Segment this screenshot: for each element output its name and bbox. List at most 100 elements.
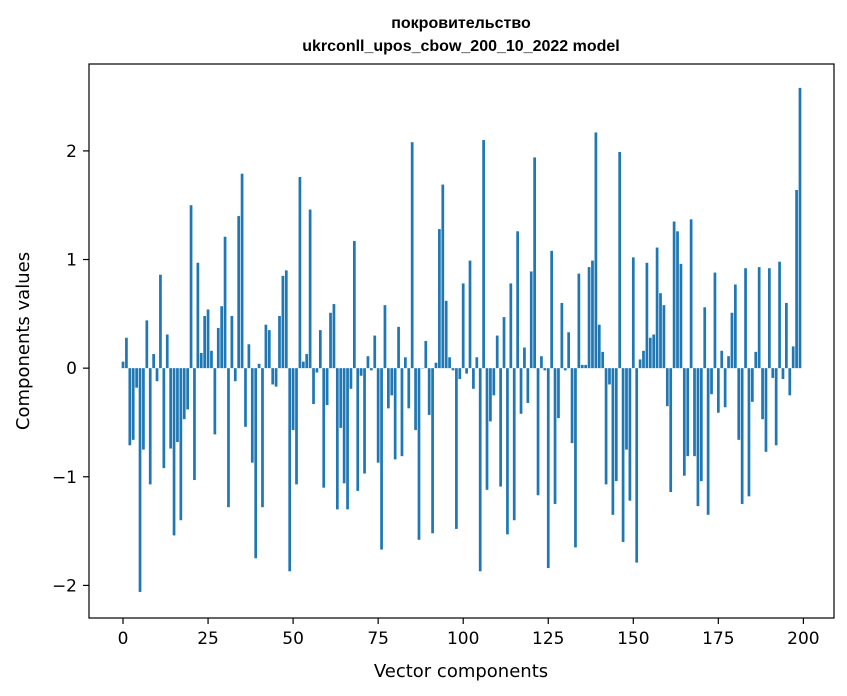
bar-118 <box>523 347 526 369</box>
bar-35 <box>240 173 244 369</box>
chart-subtitle: ukrconll_upos_cbow_200_10_2022 model <box>302 38 619 55</box>
bar-36 <box>244 368 247 427</box>
bar-106 <box>482 140 485 369</box>
bar-167 <box>689 219 693 369</box>
bar-39 <box>254 368 258 559</box>
bar-10 <box>155 368 159 382</box>
bar-63 <box>335 368 339 510</box>
bar-46 <box>278 316 281 369</box>
bar-132 <box>570 368 574 444</box>
bar-130 <box>563 368 567 371</box>
bar-7 <box>145 320 149 369</box>
bar-83 <box>404 357 407 369</box>
bar-57 <box>315 368 319 373</box>
bar-135 <box>580 364 584 369</box>
bar-96 <box>448 357 451 369</box>
y-axis: −2 −1 0 1 2 <box>52 142 89 596</box>
bar-187 <box>757 267 761 369</box>
bar-2 <box>128 368 132 446</box>
bar-188 <box>761 368 764 420</box>
bar-23 <box>199 352 203 369</box>
bar-52 <box>298 176 302 369</box>
bar-184 <box>747 368 751 497</box>
bar-148 <box>625 368 628 450</box>
y-tick-label: 1 <box>66 251 77 271</box>
bar-176 <box>720 350 724 369</box>
bar-6 <box>142 368 145 450</box>
bar-109 <box>492 368 496 396</box>
bar-127 <box>553 368 557 504</box>
bar-117 <box>519 368 523 414</box>
x-axis: 0 25 50 75 100 125 150 175 200 <box>118 618 820 649</box>
bar-11 <box>159 274 162 369</box>
bar-15 <box>172 368 176 536</box>
x-tick-label: 150 <box>617 629 649 649</box>
bar-191 <box>771 368 775 378</box>
bar-68 <box>352 241 356 369</box>
bar-153 <box>642 350 645 369</box>
bar-163 <box>676 231 679 369</box>
bar-19 <box>186 368 190 410</box>
bar-125 <box>546 368 550 569</box>
bar-136 <box>584 364 588 369</box>
bar-61 <box>329 312 332 369</box>
bar-58 <box>318 330 322 369</box>
bar-72 <box>366 356 370 369</box>
bar-38 <box>250 368 254 463</box>
x-axis-label: Vector components <box>374 661 548 682</box>
bar-146 <box>618 151 622 369</box>
bar-107 <box>485 368 489 490</box>
bar-199 <box>798 87 802 369</box>
bar-122 <box>536 368 540 496</box>
bar-49 <box>288 368 292 572</box>
bar-77 <box>383 305 387 369</box>
bar-166 <box>686 368 690 457</box>
bar-152 <box>638 359 642 369</box>
bar-150 <box>631 257 635 369</box>
bar-137 <box>587 267 591 369</box>
bar-120 <box>529 271 533 369</box>
bar-164 <box>679 263 683 369</box>
bar-160 <box>665 368 669 407</box>
bar-75 <box>376 368 380 463</box>
bar-4 <box>135 368 138 388</box>
bar-110 <box>495 335 499 369</box>
bar-43 <box>267 330 271 369</box>
bar-179 <box>730 312 734 369</box>
bar-183 <box>744 268 747 369</box>
bar-18 <box>182 368 186 420</box>
bar-101 <box>465 368 468 374</box>
bar-155 <box>648 337 652 369</box>
bar-44 <box>271 368 275 385</box>
bar-161 <box>669 368 673 492</box>
bar-198 <box>795 190 798 369</box>
bar-145 <box>614 368 618 482</box>
bar-30 <box>223 236 227 369</box>
bar-37 <box>247 344 251 369</box>
bar-112 <box>502 317 506 369</box>
chart-title: покровительство <box>391 15 531 32</box>
bar-134 <box>577 273 581 369</box>
bar-169 <box>696 368 700 507</box>
bar-85 <box>410 142 414 369</box>
bar-69 <box>356 368 360 491</box>
bar-42 <box>264 324 268 369</box>
bar-0 <box>121 361 125 369</box>
bar-177 <box>723 368 727 408</box>
bar-185 <box>750 368 754 402</box>
bar-84 <box>407 368 411 409</box>
bar-100 <box>461 283 465 369</box>
bar-133 <box>574 368 577 548</box>
bar-81 <box>397 326 400 369</box>
bar-158 <box>659 293 662 369</box>
x-tick-label: 200 <box>787 629 819 649</box>
bar-70 <box>359 368 363 376</box>
bar-104 <box>475 357 479 369</box>
bar-172 <box>706 368 710 515</box>
x-tick-label: 100 <box>447 629 479 649</box>
bar-3 <box>131 368 135 440</box>
bar-181 <box>737 368 741 440</box>
bar-series <box>121 87 802 592</box>
bar-102 <box>468 260 472 369</box>
